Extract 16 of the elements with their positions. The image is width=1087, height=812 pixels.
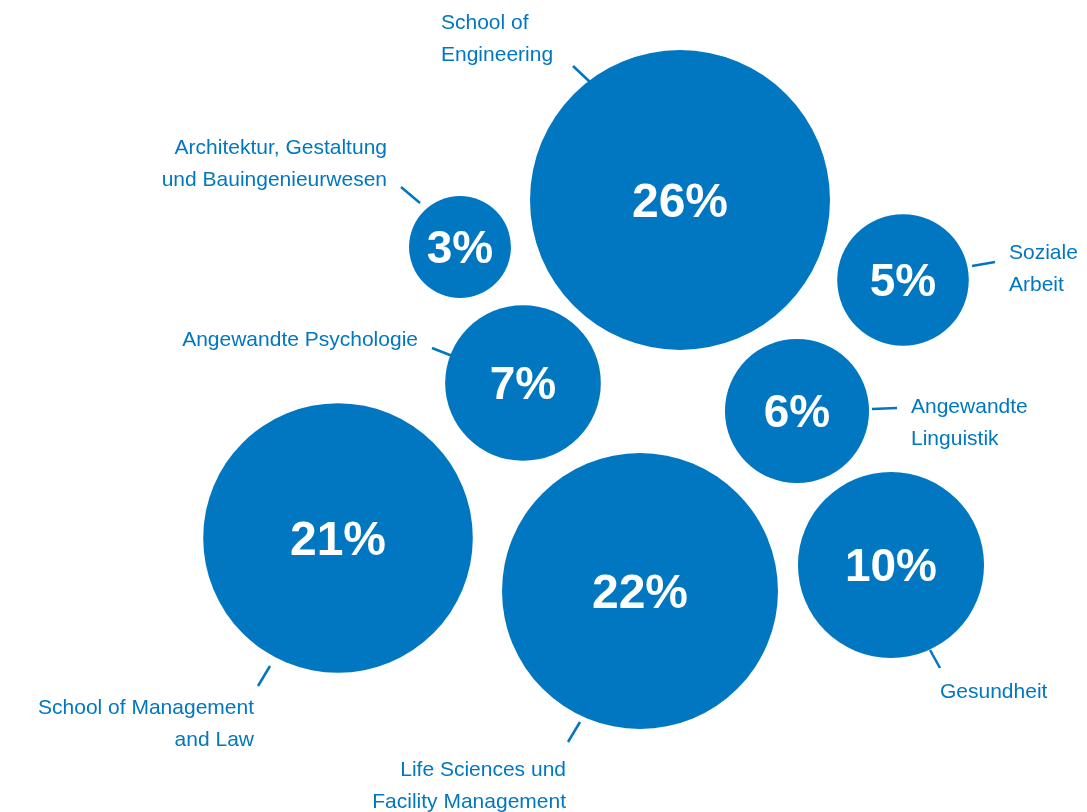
- data-label: 6%: [763, 385, 831, 437]
- category-label: Gesundheit: [940, 678, 1049, 704]
- category-label: Angewandte Psychologie: [181, 326, 418, 352]
- data-label: 5%: [869, 254, 937, 306]
- category-label: Angewandte Linguistik: [911, 393, 1029, 451]
- data-label: 10%: [844, 539, 938, 591]
- category-label: School of Engineering: [441, 9, 555, 67]
- data-label: 21%: [289, 511, 387, 565]
- category-label: Architektur, Gestaltung und Bauingenieurwesen: [160, 134, 387, 192]
- data-label: 26%: [631, 173, 729, 227]
- category-label: Soziale Arbeit: [1009, 239, 1079, 297]
- data-label: 7%: [489, 357, 557, 409]
- data-label: 3%: [426, 221, 494, 273]
- category-label: School of Management and Law: [37, 694, 254, 752]
- category-label: Life Sciences und Facility Management: [371, 756, 566, 812]
- data-label: 22%: [591, 564, 689, 618]
